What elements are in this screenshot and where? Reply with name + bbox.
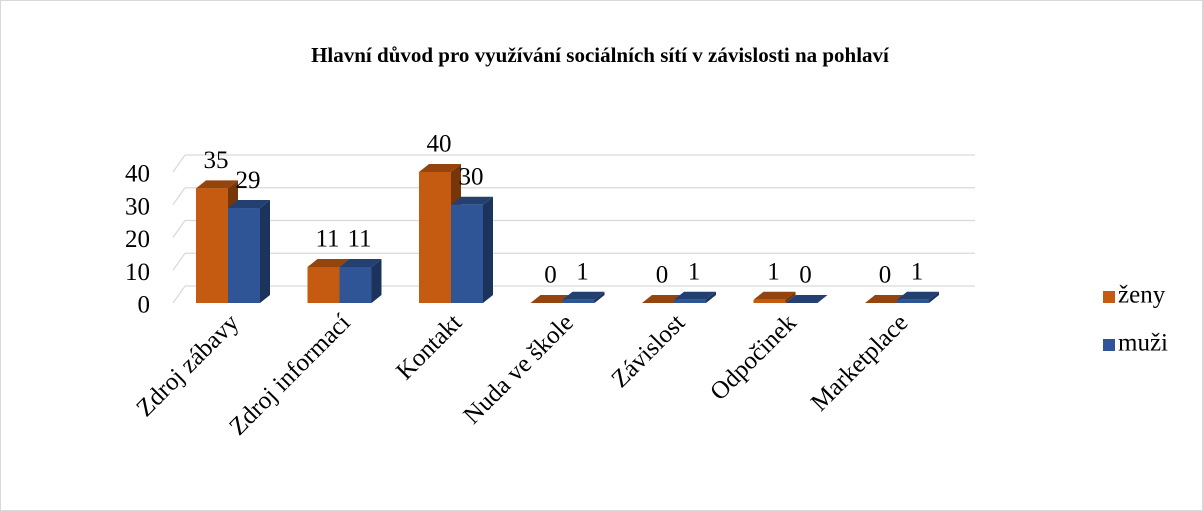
bar	[642, 295, 684, 304]
bar-top	[642, 295, 684, 303]
bar	[530, 295, 573, 304]
grid-line-side	[172, 252, 186, 271]
bar-top	[451, 196, 493, 205]
bar-front	[228, 208, 260, 303]
data-label: 0	[799, 262, 812, 289]
bar	[228, 200, 270, 303]
bar	[339, 258, 382, 303]
bar-top	[339, 258, 382, 267]
bar-side	[594, 291, 605, 303]
bar-front	[419, 172, 451, 303]
bar-side	[483, 196, 493, 303]
data-label: 35	[204, 147, 229, 174]
legend-swatch	[1103, 339, 1115, 351]
bar	[753, 291, 796, 303]
data-label: 40	[427, 131, 452, 158]
bar-side	[260, 200, 270, 303]
y-tick-label: 10	[125, 259, 150, 286]
chart-title: Hlavní důvod pro využívání sociálních sí…	[311, 43, 890, 67]
data-label: 0	[879, 262, 892, 289]
data-label: 0	[656, 262, 669, 289]
bar-side	[785, 291, 796, 303]
bar	[897, 291, 939, 303]
bar-top	[674, 291, 716, 300]
grid-line-side	[172, 220, 186, 238]
bar-front	[897, 299, 929, 303]
bar-front	[196, 188, 228, 303]
bar-front	[562, 299, 595, 303]
data-label: 1	[688, 258, 701, 285]
bar-top	[785, 295, 828, 303]
bar-front	[451, 204, 483, 303]
legend-swatch	[1103, 291, 1115, 303]
data-label: 30	[459, 163, 484, 190]
bar-side	[706, 291, 716, 303]
bar-top	[419, 164, 461, 172]
bar	[785, 295, 828, 304]
grid-line-side	[172, 187, 186, 206]
bar-front	[674, 299, 706, 303]
y-tick-label: 20	[125, 226, 150, 253]
legend-label: ženy	[1118, 282, 1166, 309]
data-label: 11	[315, 226, 339, 253]
bar-top	[196, 180, 238, 189]
grid-line-side	[172, 154, 186, 173]
y-tick-label: 40	[125, 161, 150, 188]
y-tick-label: 30	[125, 193, 150, 220]
bar	[674, 291, 716, 303]
bar	[562, 291, 605, 303]
bar-top	[897, 291, 939, 300]
legend-label: muži	[1118, 330, 1168, 357]
bar-side	[371, 258, 382, 303]
bar	[865, 295, 907, 304]
bar-front	[339, 266, 372, 303]
bar-front	[307, 266, 340, 303]
bar-top	[865, 295, 907, 303]
data-label: 1	[767, 258, 780, 285]
data-label: 1	[911, 258, 924, 285]
bar-top	[530, 295, 573, 303]
bar-front	[753, 299, 786, 303]
bar-top	[753, 291, 796, 300]
bar	[451, 196, 493, 303]
data-label: 29	[236, 167, 261, 194]
y-tick-label: 0	[138, 292, 151, 319]
grid-line-side	[172, 285, 186, 304]
bar-top	[307, 258, 350, 267]
data-label: 11	[347, 226, 371, 253]
bar-top	[228, 200, 270, 209]
data-label: 1	[576, 258, 589, 285]
bar-top	[562, 291, 605, 300]
data-label: 0	[544, 262, 557, 289]
bar-side	[929, 291, 939, 303]
